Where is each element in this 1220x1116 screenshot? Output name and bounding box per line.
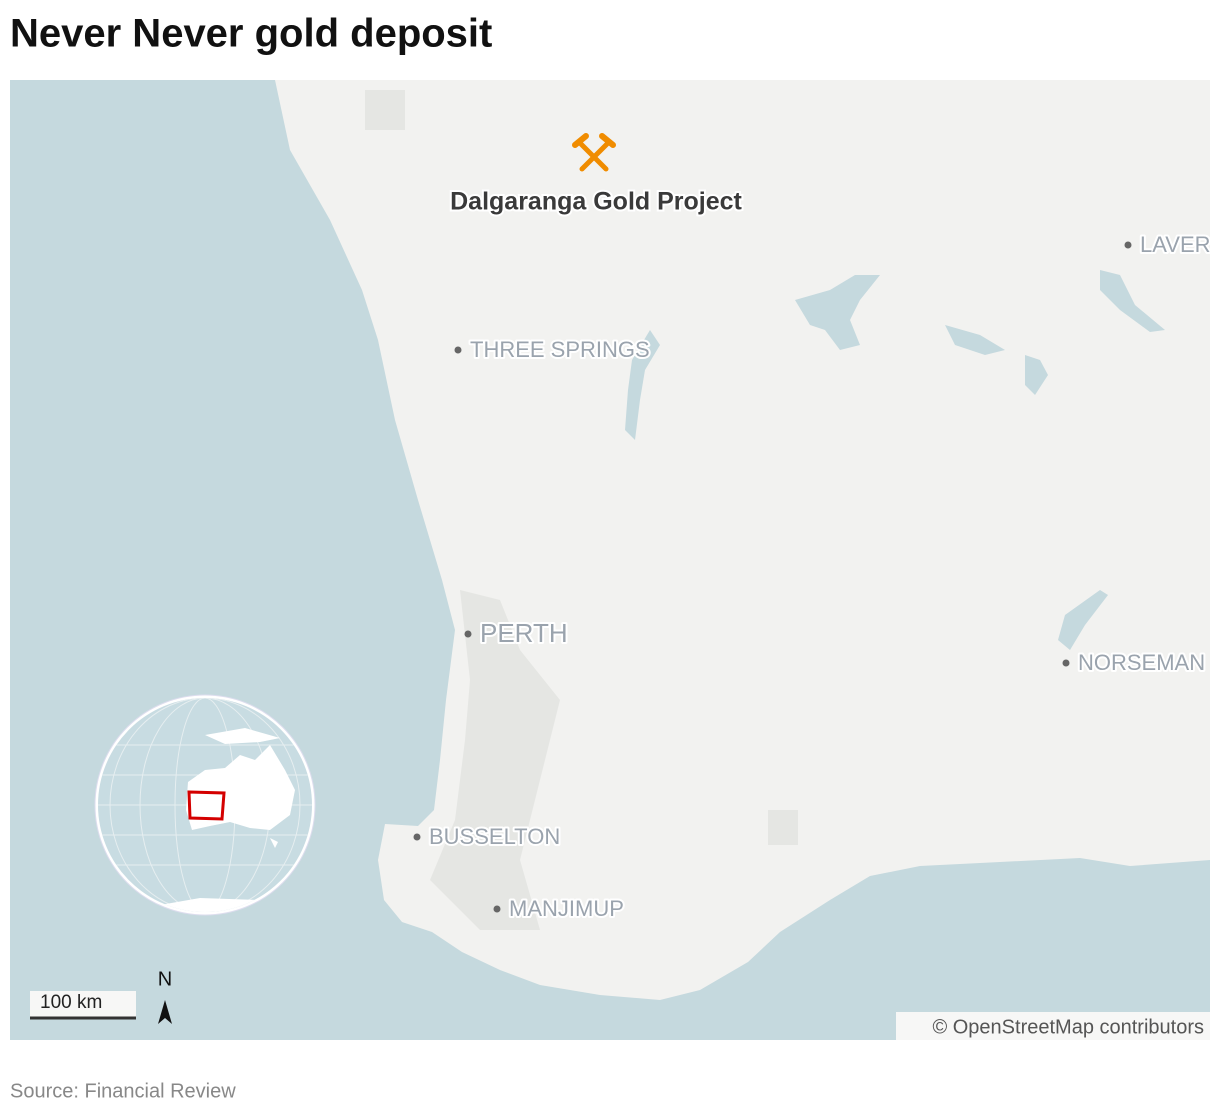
place-label: THREE SPRINGS bbox=[470, 337, 650, 362]
place-label: NORSEMAN bbox=[1078, 650, 1205, 675]
north-label: N bbox=[158, 968, 172, 990]
source: Source: Financial Review bbox=[10, 1080, 236, 1102]
scale-bar: 100 km bbox=[30, 991, 136, 1020]
places: LAVER THREE SPRINGS PERTH NORSEMAN BUSSELTON… bbox=[413, 230, 1211, 923]
title: Never Never gold deposit bbox=[10, 12, 492, 56]
place-dot bbox=[413, 833, 421, 841]
place-label: BUSSELTON bbox=[429, 824, 560, 849]
attribution: © OpenStreetMap contributors bbox=[932, 1016, 1204, 1038]
place-dot bbox=[1062, 659, 1070, 667]
scale-label: 100 km bbox=[40, 992, 102, 1013]
globe-inset bbox=[94, 694, 316, 916]
marker-label: Dalgaranga Gold Project bbox=[450, 188, 742, 216]
place-dot bbox=[1124, 241, 1132, 249]
mine-marker bbox=[572, 133, 616, 172]
place-label: MANJIMUP bbox=[509, 896, 624, 921]
urban-areas bbox=[365, 90, 798, 930]
map: © OpenStreetMap contributors Dalgaranga … bbox=[10, 80, 1211, 1040]
place-dot bbox=[493, 905, 501, 913]
place-label: LAVER bbox=[1140, 232, 1211, 257]
north-arrow: N bbox=[158, 968, 172, 1024]
place-label: PERTH bbox=[480, 618, 568, 648]
place-dot bbox=[454, 346, 462, 354]
place-dot bbox=[464, 630, 472, 638]
attribution-box bbox=[896, 1012, 1210, 1040]
lakes bbox=[625, 270, 1165, 650]
